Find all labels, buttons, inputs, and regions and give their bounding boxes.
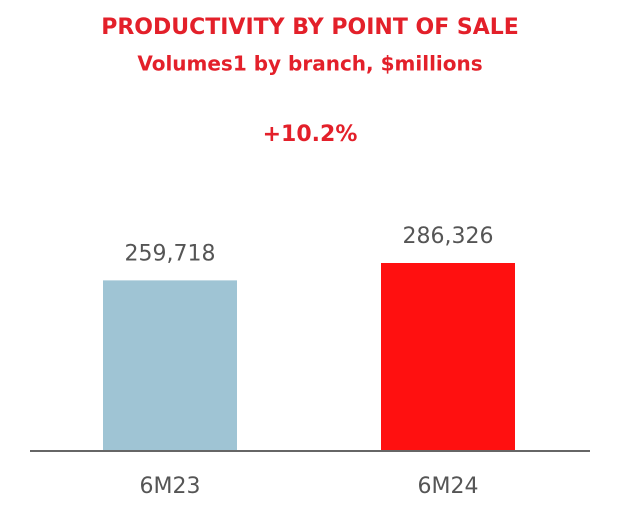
x-tick-label: 6M24 bbox=[418, 474, 479, 499]
chart-subtitle: Volumes1 by branch, $millions bbox=[137, 52, 482, 76]
chart-title: PRODUCTIVITY BY POINT OF SALE bbox=[101, 15, 519, 40]
value-label: 286,326 bbox=[403, 224, 494, 249]
bar bbox=[381, 263, 515, 450]
x-tick-label: 6M23 bbox=[140, 474, 201, 499]
bar bbox=[103, 280, 237, 450]
value-label: 259,718 bbox=[125, 241, 216, 266]
growth-annotation: +10.2% bbox=[263, 122, 358, 147]
